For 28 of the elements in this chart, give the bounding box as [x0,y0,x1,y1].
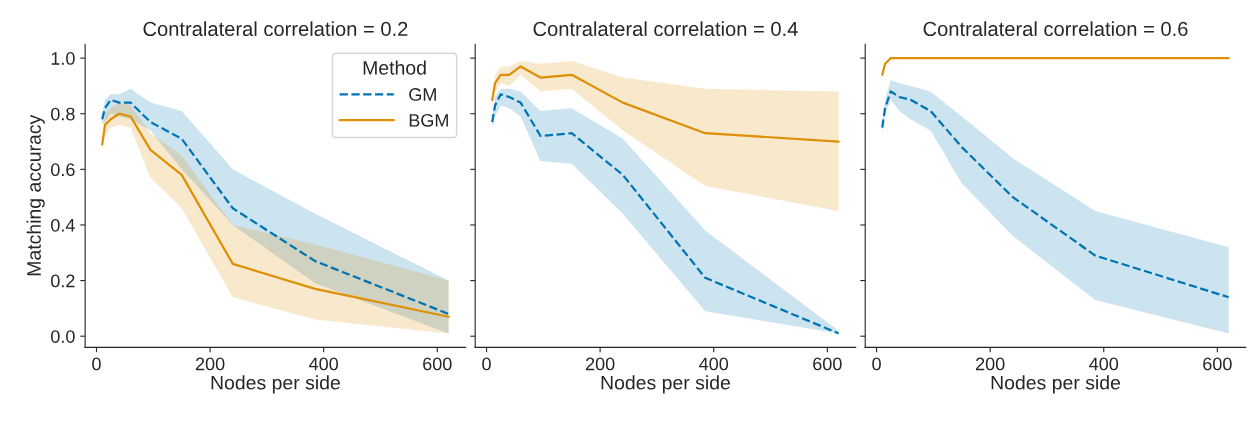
x-tick-label: 0 [872,357,881,371]
chart-title: Contralateral correlation = 0.4 [533,21,798,37]
chart-title: Contralateral correlation = 0.2 [143,21,408,37]
x-tick-label: 0 [92,357,101,371]
x-axis-title: Nodes per side [601,375,730,394]
y-tick-label: 0.8 [51,107,75,121]
x-tick-label: 200 [195,357,225,371]
x-tick-label: 400 [699,357,729,371]
x-tick-label: 0 [482,357,491,371]
legend-label: GM [409,88,436,101]
legend-title: Method [363,60,426,75]
x-tick-label: 600 [813,357,842,371]
y-tick-label: 0.2 [51,274,75,288]
x-axis-title: Nodes per side [211,375,340,394]
legend-label: BGM [409,113,448,127]
x-axis-title: Nodes per side [991,375,1121,394]
x-tick-label: 600 [423,357,452,371]
y-tick-label: 0.6 [51,163,75,177]
y-tick-label: 0.4 [51,218,75,232]
y-axis-title: Matching accuracy [26,114,45,276]
x-tick-label: 400 [1089,357,1119,371]
y-tick-label: 1.0 [51,52,75,65]
x-tick-label: 200 [976,357,1005,371]
x-tick-label: 200 [585,357,615,371]
y-tick-label: 0.0 [51,330,75,343]
chart-title: Contralateral correlation = 0.6 [923,21,1188,37]
x-tick-label: 600 [1203,357,1232,371]
x-tick-label: 400 [309,357,339,371]
